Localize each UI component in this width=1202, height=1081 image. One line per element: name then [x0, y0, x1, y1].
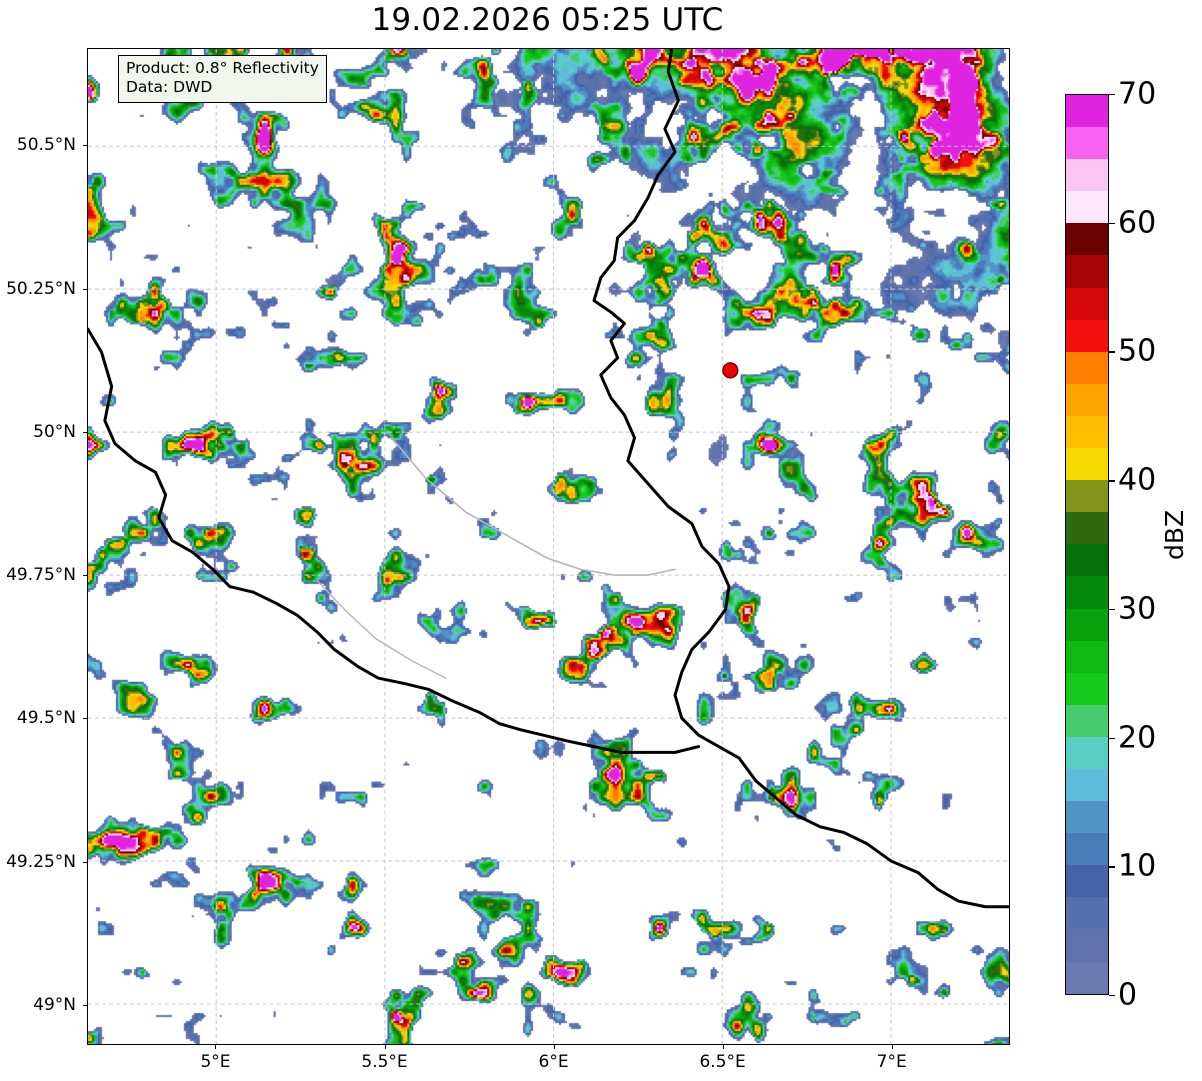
y-tickmark	[83, 1004, 87, 1006]
x-axis-tick-label: 6.5°E	[699, 1052, 746, 1072]
y-axis-tick-label: 49.75°N	[6, 565, 76, 586]
x-axis-tick-label: 6°E	[538, 1052, 569, 1072]
colorbar-band	[1066, 95, 1108, 128]
colorbar-band	[1066, 351, 1108, 384]
colorbar-band	[1066, 255, 1108, 288]
colorbar-band	[1066, 833, 1108, 866]
colorbar-band	[1066, 704, 1108, 737]
colorbar-tick-label: 60	[1118, 205, 1157, 241]
y-tickmark	[83, 145, 87, 147]
colorbar-band	[1066, 865, 1108, 898]
colorbar-tick-label: 0	[1118, 977, 1138, 1013]
colorbar-band	[1066, 512, 1108, 545]
colorbar-band	[1066, 544, 1108, 577]
colorbar-tickmark	[1109, 94, 1115, 96]
infobox-data-line: Data: DWD	[126, 78, 213, 97]
colorbar-tickmark	[1109, 866, 1115, 868]
y-axis-tick-label: 49.5°N	[16, 708, 76, 729]
colorbar-band	[1066, 287, 1108, 320]
y-tickmark	[83, 575, 87, 577]
colorbar-band	[1066, 159, 1108, 192]
radar-reflectivity-image	[88, 49, 1009, 1044]
x-axis-tick-label: 7°E	[876, 1052, 907, 1072]
colorbar-tickmark	[1109, 222, 1115, 225]
x-axis-tick-label: 5.5°E	[361, 1052, 408, 1072]
x-tickmark	[384, 1045, 386, 1049]
colorbar-tick-label: 50	[1118, 333, 1157, 369]
colorbar-band	[1066, 223, 1108, 256]
colorbar-band	[1066, 319, 1108, 352]
colorbar-tickmark	[1109, 608, 1115, 611]
x-tickmark	[553, 1045, 555, 1049]
colorbar-band	[1066, 127, 1108, 160]
colorbar-tick-label: 40	[1118, 462, 1157, 498]
y-tickmark	[83, 861, 87, 863]
colorbar-band	[1066, 801, 1108, 834]
colorbar-tick-label: 10	[1118, 848, 1157, 884]
page-title: 19.02.2026 05:25 UTC	[371, 2, 724, 38]
y-tickmark	[83, 431, 87, 433]
y-axis-tick-label: 49°N	[33, 994, 76, 1015]
colorbar-band	[1066, 961, 1108, 994]
colorbar-tick-label: 30	[1118, 591, 1157, 627]
colorbar-tickmark	[1109, 995, 1115, 997]
x-tickmark	[722, 1045, 724, 1049]
colorbar-band	[1066, 929, 1108, 962]
colorbar-band	[1066, 191, 1108, 224]
colorbar-tickmark	[1109, 351, 1115, 353]
y-axis-tick-label: 50.5°N	[16, 135, 76, 156]
colorbar-band	[1066, 448, 1108, 481]
x-axis-tick-label: 5°E	[200, 1052, 231, 1072]
colorbar-band	[1066, 640, 1108, 673]
colorbar-tickmark	[1109, 737, 1115, 739]
colorbar-band	[1066, 415, 1108, 449]
colorbar-band	[1066, 672, 1108, 705]
y-axis-tick-label: 49.25°N	[6, 851, 76, 872]
infobox-product-line: Product: 0.8° Reflectivity	[126, 59, 319, 77]
colorbar-band	[1066, 480, 1108, 513]
y-tickmark	[83, 718, 87, 720]
colorbar-band	[1066, 576, 1108, 609]
y-tickmark	[83, 288, 87, 290]
colorbar-band	[1066, 383, 1108, 416]
y-axis-tick-label: 50°N	[33, 421, 76, 442]
radar-plot-area[interactable]: Product: 0.8° Reflectivity Data: DWD	[87, 48, 1010, 1045]
colorbar[interactable]	[1065, 94, 1109, 995]
colorbar-tick-label: 20	[1118, 720, 1157, 756]
x-tickmark	[891, 1045, 893, 1049]
colorbar-band	[1066, 608, 1108, 641]
colorbar-title: dBZ	[1160, 509, 1189, 560]
colorbar-tickmark	[1109, 480, 1115, 482]
x-tickmark	[215, 1045, 217, 1049]
colorbar-tick-label: 70	[1118, 76, 1157, 112]
colorbar-band	[1066, 736, 1108, 769]
colorbar-band	[1066, 897, 1108, 930]
y-axis-tick-label: 50.25°N	[6, 278, 76, 299]
product-info-box: Product: 0.8° Reflectivity Data: DWD	[118, 55, 327, 103]
colorbar-band	[1066, 768, 1108, 802]
